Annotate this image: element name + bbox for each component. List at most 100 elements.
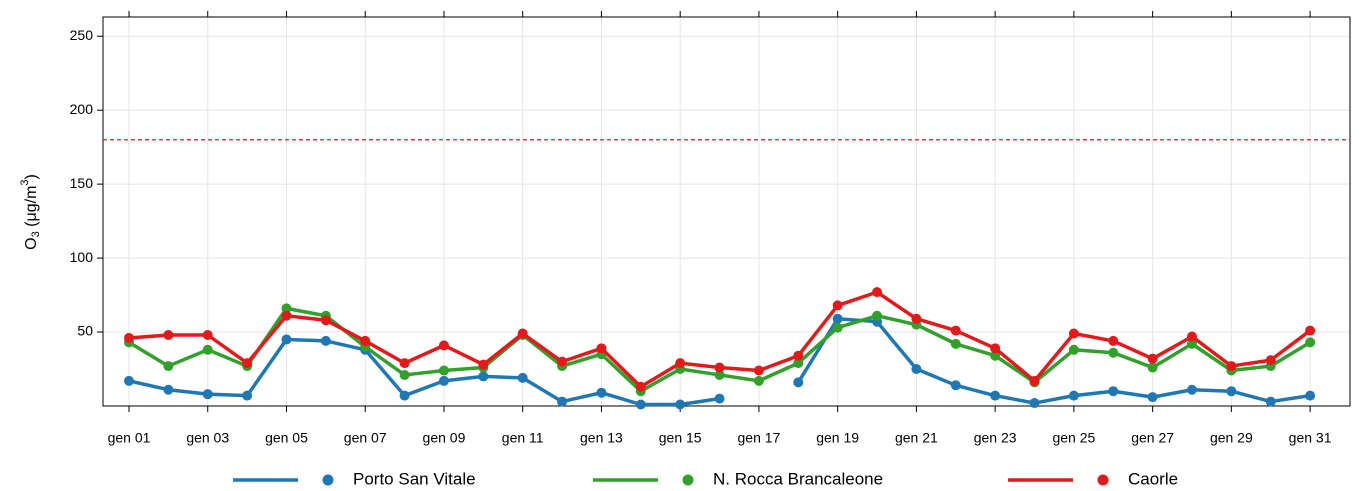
legend-marker	[682, 474, 694, 486]
data-point	[911, 313, 922, 324]
y-tick-label: 100	[70, 249, 94, 265]
data-point	[124, 332, 134, 343]
data-point	[438, 365, 449, 376]
data-point	[950, 338, 961, 349]
plot-frame	[102, 16, 1351, 407]
x-tick-label: gen 07	[344, 430, 387, 446]
data-point	[675, 399, 686, 410]
data-point	[1226, 386, 1237, 397]
data-point	[1305, 325, 1316, 336]
data-point	[793, 377, 804, 388]
data-point	[360, 335, 371, 346]
data-point	[124, 375, 134, 386]
x-tick-label: gen 23	[974, 430, 1017, 446]
data-point	[1029, 375, 1040, 386]
data-point	[320, 335, 331, 346]
x-tick-label: gen 27	[1131, 430, 1174, 446]
data-point	[832, 322, 843, 333]
data-point	[990, 343, 1001, 354]
x-tick-label: gen 15	[659, 430, 702, 446]
y-label-part: (μg/m	[23, 186, 40, 232]
data-point	[399, 390, 410, 401]
data-point	[714, 393, 725, 404]
data-point	[399, 358, 410, 369]
data-point	[872, 310, 883, 321]
data-point	[163, 361, 174, 372]
data-point	[753, 375, 764, 386]
data-point	[202, 344, 213, 355]
data-point	[517, 372, 528, 383]
x-tick-label: gen 09	[423, 430, 466, 446]
legend-label: Porto San Vitale	[353, 469, 476, 488]
data-point	[596, 387, 607, 398]
x-tick-label: gen 03	[186, 430, 229, 446]
data-point	[714, 362, 725, 373]
data-point	[1147, 392, 1158, 403]
data-point	[478, 371, 489, 382]
data-point	[793, 358, 804, 369]
data-point	[1068, 328, 1079, 339]
data-point	[1108, 347, 1119, 358]
data-point	[753, 365, 764, 376]
data-point	[281, 303, 292, 314]
y-tick-label: 150	[70, 175, 94, 191]
x-tick-label: gen 01	[108, 430, 151, 446]
data-point	[1186, 338, 1197, 349]
data-point	[714, 369, 725, 380]
x-tick-label: gen 31	[1289, 430, 1332, 446]
x-tick-label: gen 25	[1052, 430, 1095, 446]
legend-label: N. Rocca Brancaleone	[713, 469, 883, 488]
data-point	[675, 358, 686, 369]
data-point	[1108, 335, 1119, 346]
y-label-part: )	[23, 174, 40, 179]
data-point	[1029, 398, 1040, 409]
data-point	[950, 325, 961, 336]
data-point	[281, 310, 292, 321]
legend-marker	[322, 474, 334, 486]
data-point	[1226, 361, 1237, 372]
data-point	[320, 315, 331, 326]
data-point	[990, 350, 1001, 361]
data-point	[478, 359, 489, 370]
legend-label: Caorle	[1128, 469, 1178, 488]
y-label-part: 3	[19, 179, 31, 185]
data-point	[1108, 386, 1119, 397]
y-label-part: O	[23, 237, 40, 249]
data-point	[1068, 390, 1079, 401]
x-tick-label: gen 17	[738, 430, 781, 446]
data-point	[281, 334, 292, 345]
data-point	[438, 340, 449, 351]
data-point	[1186, 384, 1197, 395]
data-point	[832, 313, 843, 324]
y-tick-label: 50	[77, 323, 93, 339]
data-point	[1305, 337, 1316, 348]
y-axis-label: O3 (μg/m3)	[19, 174, 42, 250]
data-point	[242, 358, 253, 369]
x-tick-label: gen 13	[580, 430, 623, 446]
data-point	[202, 389, 213, 400]
data-point	[793, 350, 804, 361]
data-point	[911, 364, 922, 375]
data-point	[202, 330, 213, 341]
data-point	[832, 300, 843, 311]
data-point	[1186, 331, 1197, 342]
data-point	[950, 380, 961, 391]
data-point	[163, 330, 174, 341]
data-point	[163, 384, 174, 395]
y-label-part: 3	[30, 231, 42, 237]
data-point	[1068, 344, 1079, 355]
x-tick-label: gen 19	[816, 430, 859, 446]
x-tick-label: gen 29	[1210, 430, 1253, 446]
data-point	[242, 390, 253, 401]
data-point	[596, 343, 607, 354]
data-point	[635, 399, 646, 410]
x-tick-label: gen 05	[265, 430, 308, 446]
data-point	[557, 396, 568, 407]
x-tick-label: gen 11	[502, 430, 544, 446]
y-tick-label: 250	[70, 27, 94, 43]
data-point	[557, 356, 568, 367]
data-point	[1265, 355, 1276, 366]
data-point	[1147, 353, 1158, 364]
